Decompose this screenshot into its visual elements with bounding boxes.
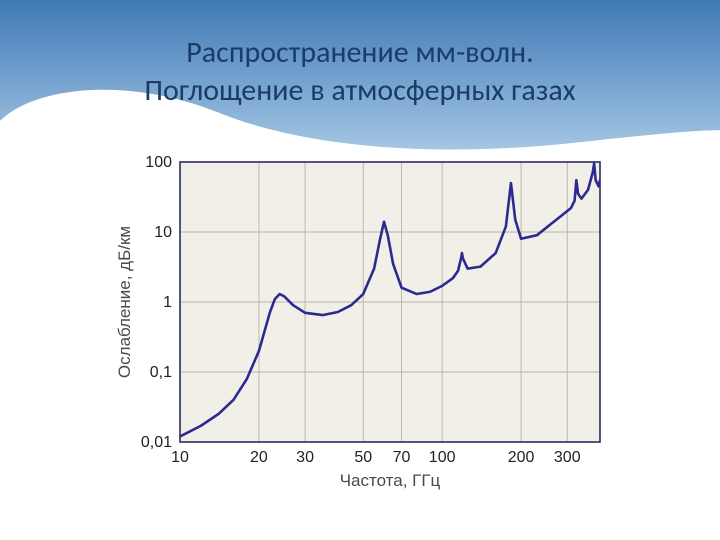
svg-text:100: 100 xyxy=(145,154,172,171)
svg-text:0,01: 0,01 xyxy=(141,434,172,451)
svg-text:30: 30 xyxy=(296,449,314,466)
svg-text:50: 50 xyxy=(354,449,372,466)
svg-text:70: 70 xyxy=(393,449,411,466)
svg-text:100: 100 xyxy=(429,449,456,466)
slide-root: { "banner": { "gradient_top": "#3f78b5",… xyxy=(0,0,720,540)
svg-text:20: 20 xyxy=(250,449,268,466)
svg-text:10: 10 xyxy=(171,449,189,466)
svg-text:0,1: 0,1 xyxy=(150,364,172,381)
x-axis-label: Частота, ГГц xyxy=(340,471,441,490)
svg-text:1: 1 xyxy=(163,294,172,311)
svg-text:10: 10 xyxy=(154,224,172,241)
chart-svg: 10 20 30 50 70 100 200 300 0,01 0,1 1 10 100 Частота,… xyxy=(110,150,620,490)
title-line-2: Поглощение в атмосферных газах xyxy=(0,72,720,110)
attenuation-chart: 10 20 30 50 70 100 200 300 0,01 0,1 1 10 100 Частота,… xyxy=(110,150,620,495)
svg-text:200: 200 xyxy=(508,449,535,466)
svg-text:300: 300 xyxy=(554,449,581,466)
y-axis-label: Ослабление, дБ/км xyxy=(115,226,134,378)
slide-title: Распространение мм-волн. Поглощение в ат… xyxy=(0,34,720,109)
title-line-1: Распространение мм-волн. xyxy=(0,34,720,72)
